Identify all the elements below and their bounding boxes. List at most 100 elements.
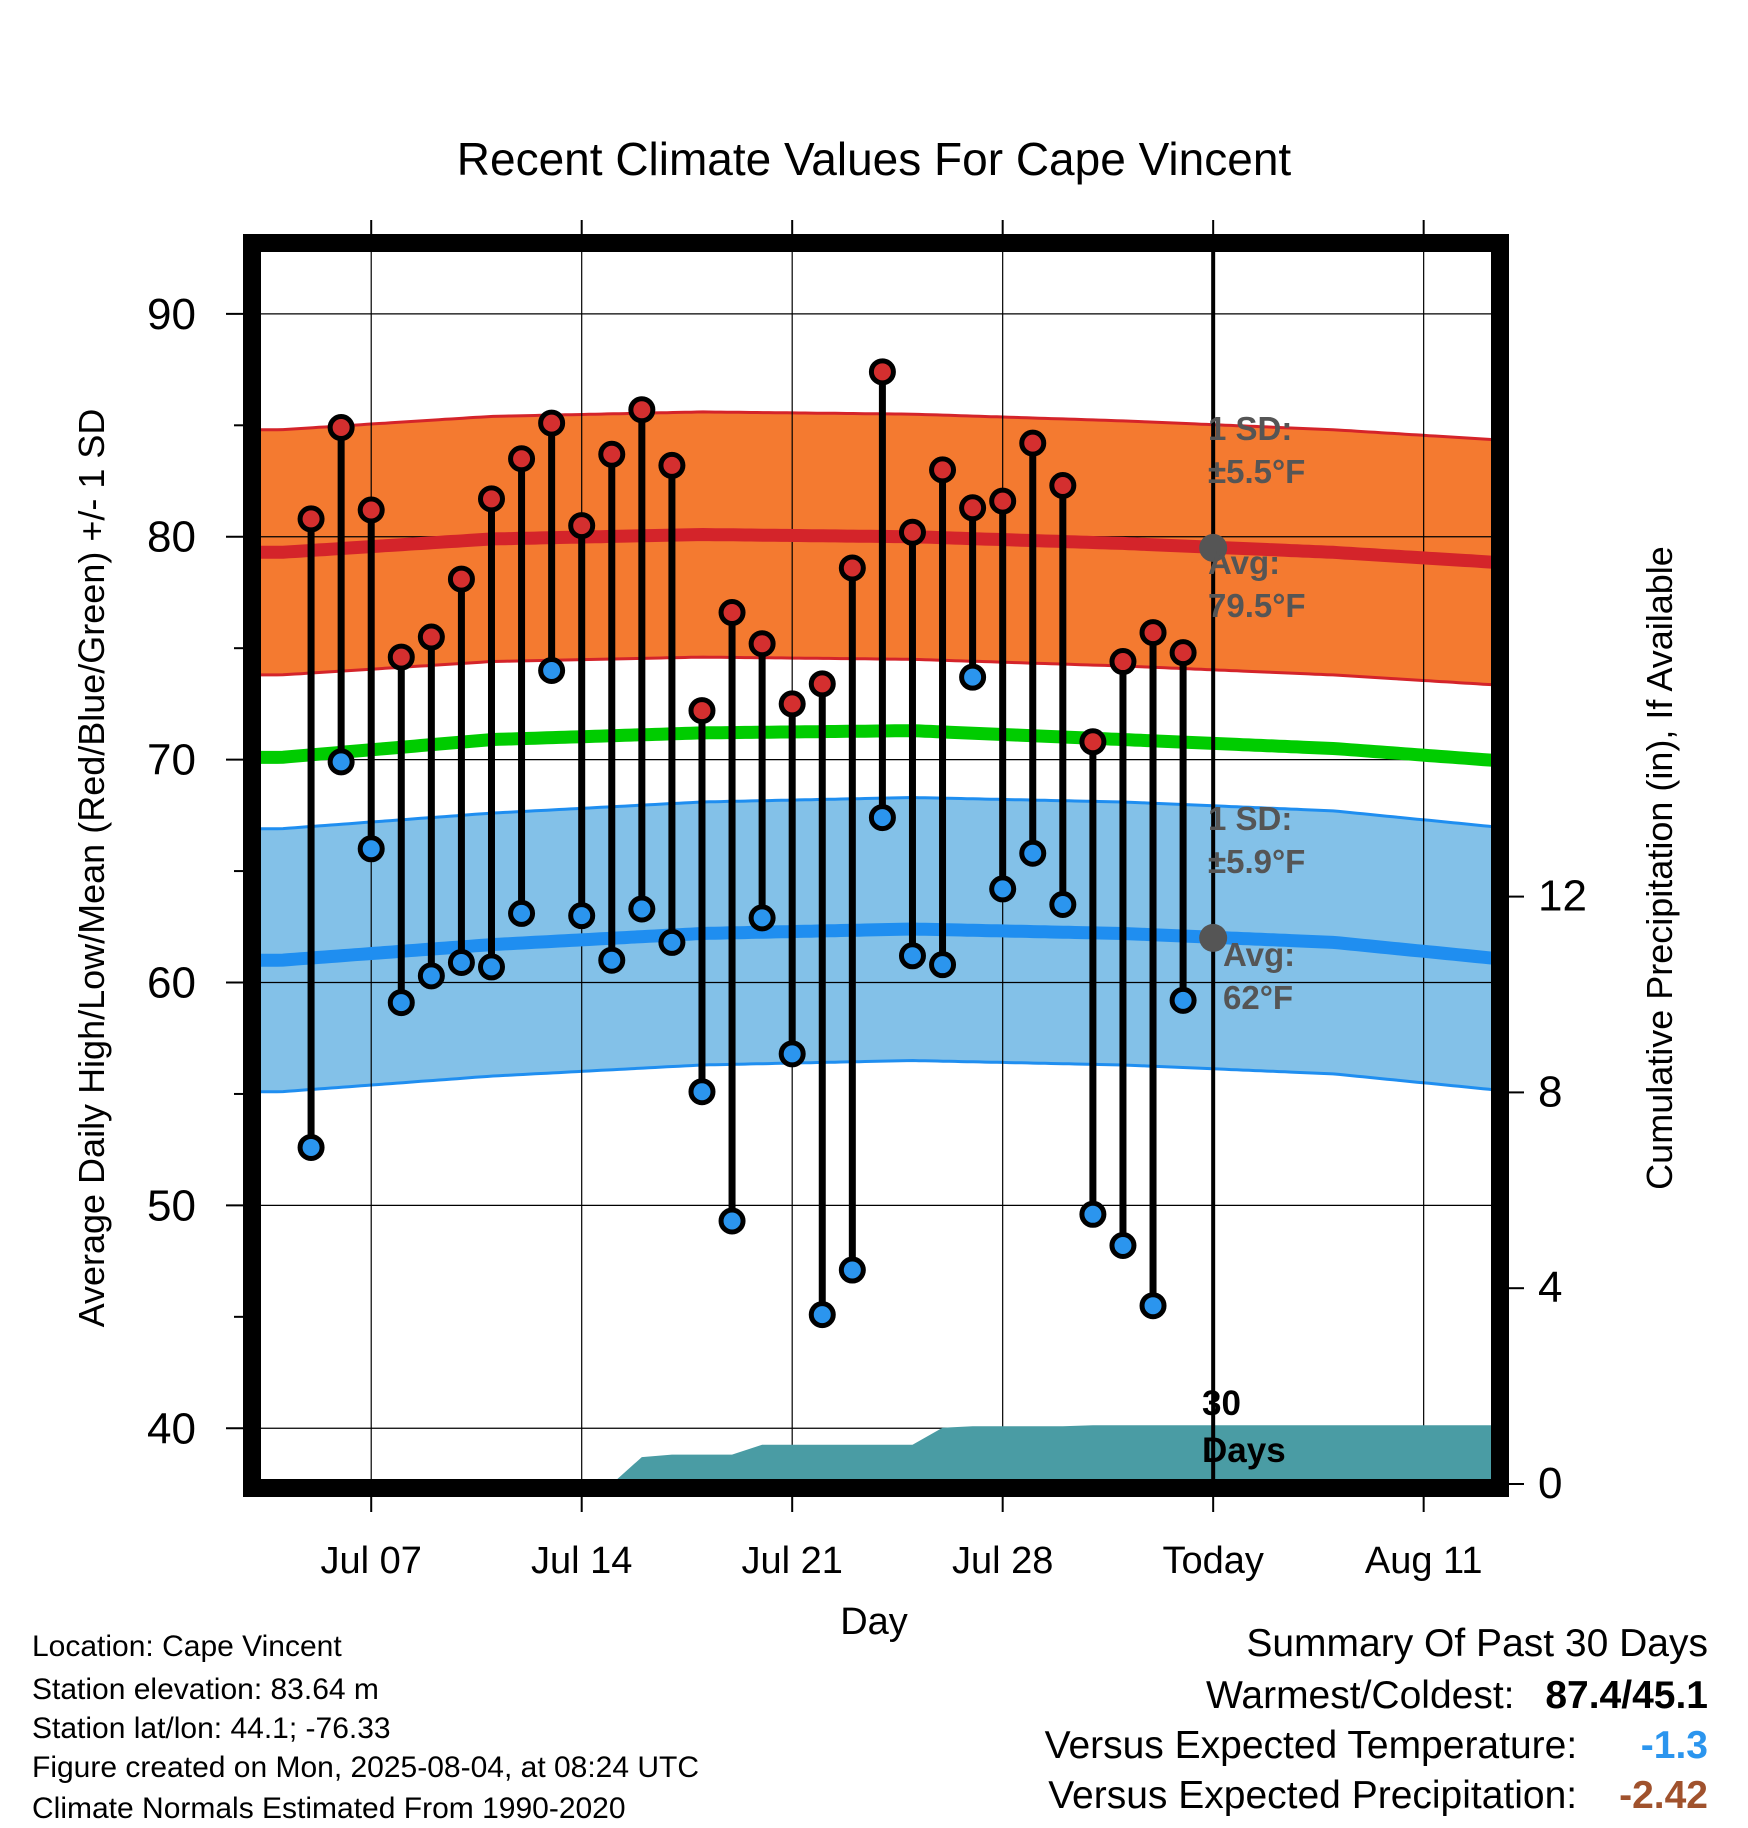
obs-low-point bbox=[778, 1040, 806, 1068]
y2-tick-label-2: 8 bbox=[1538, 1067, 1562, 1116]
x-tick-label-5: Aug 11 bbox=[1365, 1540, 1483, 1582]
info-latlon: Station lat/lon: 44.1; -76.33 bbox=[32, 1712, 391, 1745]
today-low-avg-marker bbox=[1199, 923, 1228, 952]
y-tick-label-3: 70 bbox=[147, 736, 196, 785]
obs-high-point bbox=[1139, 619, 1167, 647]
obs-low-point bbox=[1079, 1200, 1107, 1228]
low-sd-label: 1 SD: bbox=[1208, 800, 1292, 837]
x-tick-label-1: Jul 14 bbox=[531, 1540, 632, 1582]
x-tick-label-3: Jul 28 bbox=[952, 1540, 1053, 1582]
info-created: Figure created on Mon, 2025-08-04, at 08… bbox=[32, 1751, 700, 1784]
obs-high-point bbox=[1079, 728, 1107, 756]
high-avg-value: 79.5°F bbox=[1208, 587, 1306, 624]
obs-low-point bbox=[568, 902, 596, 930]
y-axis-label: Average Daily High/Low/Mean (Red/Blue/Gr… bbox=[71, 409, 112, 1328]
obs-low-point bbox=[447, 948, 475, 976]
obs-high-point bbox=[628, 396, 656, 424]
obs-high-point bbox=[808, 670, 836, 698]
plot-inner: 1 SD: ±5.5°F Avg: 79.5°F 1 SD: ±5.9°F Avg: 62°F… bbox=[259, 247, 1493, 1484]
high-sd-label: 1 SD: bbox=[1208, 410, 1292, 447]
summary-warm-cold: Warmest/Coldest: 87.4/45.1 bbox=[1206, 1674, 1708, 1718]
obs-high-point bbox=[748, 630, 776, 658]
x-axis-label: Day bbox=[840, 1601, 908, 1643]
precip-area bbox=[581, 1425, 1493, 1484]
obs-high-point bbox=[1019, 429, 1047, 457]
obs-high-point bbox=[417, 623, 445, 651]
obs-low-point bbox=[598, 946, 626, 974]
x-tick-label-4: Today bbox=[1162, 1540, 1263, 1582]
obs-low-point bbox=[929, 951, 957, 979]
obs-high-point bbox=[297, 505, 325, 533]
temp-value: -1.3 bbox=[1640, 1724, 1708, 1767]
obs-low-point bbox=[688, 1078, 716, 1106]
low-sd-value: ±5.9°F bbox=[1208, 843, 1305, 880]
obs-high-point bbox=[538, 409, 566, 437]
obs-high-point bbox=[898, 518, 926, 546]
obs-low-point bbox=[538, 656, 566, 684]
obs-high-point bbox=[778, 690, 806, 718]
obs-high-point bbox=[1169, 639, 1197, 667]
precip-value: -2.42 bbox=[1619, 1774, 1708, 1817]
obs-high-point bbox=[1049, 471, 1077, 499]
today-high-avg-marker bbox=[1199, 533, 1228, 562]
warm-cold-label: Warmest/Coldest: bbox=[1206, 1674, 1515, 1717]
x-tick-label-2: Jul 21 bbox=[741, 1540, 842, 1582]
low-avg-label: Avg: bbox=[1223, 936, 1295, 973]
obs-high-point bbox=[357, 496, 385, 524]
obs-low-point bbox=[417, 962, 445, 990]
obs-low-point bbox=[628, 895, 656, 923]
obs-high-point bbox=[1109, 648, 1137, 676]
obs-high-point bbox=[929, 456, 957, 484]
normal-high-band bbox=[259, 411, 1493, 685]
temp-label: Versus Expected Temperature: bbox=[1044, 1724, 1578, 1767]
y-tick-label-1: 50 bbox=[147, 1181, 196, 1230]
summary-heading: Summary Of Past 30 Days bbox=[1246, 1622, 1708, 1665]
obs-high-point bbox=[838, 554, 866, 582]
normal-low-band-lower-edge bbox=[259, 1058, 1493, 1094]
obs-low-point bbox=[868, 804, 896, 832]
obs-high-point bbox=[598, 440, 626, 468]
obs-low-point bbox=[989, 875, 1017, 903]
plot-frame bbox=[243, 234, 1509, 1497]
obs-high-point bbox=[387, 643, 415, 671]
window-label-days: Days bbox=[1202, 1431, 1286, 1470]
summary-temp: Versus Expected Temperature: -1.3 bbox=[1045, 1724, 1708, 1768]
high-sd-value: ±5.5°F bbox=[1208, 453, 1305, 490]
obs-low-point bbox=[658, 928, 686, 956]
obs-low-point bbox=[1109, 1232, 1137, 1260]
normal-mean-line bbox=[259, 724, 1493, 767]
precip-label: Versus Expected Precipitation: bbox=[1048, 1774, 1578, 1817]
obs-high-point bbox=[658, 451, 686, 479]
obs-high-point bbox=[508, 445, 536, 473]
y-tick-label-4: 80 bbox=[147, 513, 196, 562]
obs-low-point bbox=[327, 748, 355, 776]
obs-low-point bbox=[898, 942, 926, 970]
obs-high-point bbox=[447, 565, 475, 593]
info-elevation: Station elevation: 83.64 m bbox=[32, 1673, 379, 1706]
obs-low-point bbox=[1139, 1292, 1167, 1320]
obs-low-point bbox=[748, 904, 776, 932]
y2-tick-label-1: 4 bbox=[1538, 1263, 1562, 1312]
obs-low-point bbox=[357, 835, 385, 863]
obs-low-point bbox=[477, 953, 505, 981]
low-avg-value: 62°F bbox=[1223, 979, 1293, 1016]
y2-tick-label-0: 0 bbox=[1538, 1459, 1562, 1508]
y-tick-label-0: 40 bbox=[147, 1404, 196, 1453]
y-tick-label-5: 90 bbox=[147, 290, 196, 339]
obs-high-point bbox=[989, 487, 1017, 515]
obs-high-point bbox=[718, 599, 746, 627]
obs-high-point bbox=[868, 358, 896, 386]
normal-low-line bbox=[259, 922, 1493, 967]
obs-high-point bbox=[327, 414, 355, 442]
info-normals: Climate Normals Estimated From 1990-2020 bbox=[32, 1792, 626, 1825]
obs-low-point bbox=[1049, 891, 1077, 919]
x-tick-label-0: Jul 07 bbox=[321, 1540, 422, 1582]
obs-low-point bbox=[387, 989, 415, 1017]
obs-low-point bbox=[297, 1133, 325, 1161]
obs-low-point bbox=[1019, 839, 1047, 867]
obs-high-point bbox=[959, 494, 987, 522]
normal-low-band-upper-edge bbox=[259, 795, 1493, 831]
obs-low-point bbox=[838, 1256, 866, 1284]
obs-low-point bbox=[1169, 986, 1197, 1014]
y2-axis-label: Cumulative Precipitation (in), If Availa… bbox=[1639, 546, 1680, 1190]
